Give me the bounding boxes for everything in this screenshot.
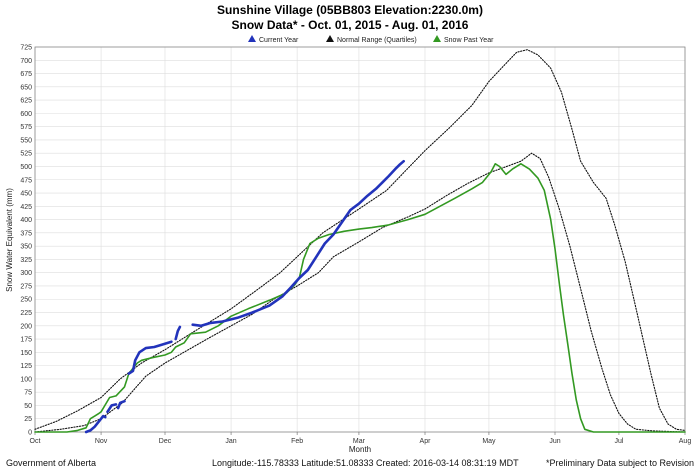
legend-label-normal-range: Normal Range (Quartiles)	[337, 37, 417, 44]
chart-title: Sunshine Village (05BB803 Elevation:2230…	[217, 3, 483, 17]
series-line-current-year	[84, 414, 107, 434]
y-tick-label: 525	[20, 151, 32, 158]
x-axis: Oct Nov Dec Jan Feb Mar Apr May Jun Jul Aug	[30, 432, 692, 445]
plot-area	[34, 46, 686, 433]
y-tick-label: 725	[20, 45, 32, 52]
x-tick-label: Apr	[420, 438, 432, 445]
x-tick-label: Nov	[95, 438, 108, 445]
series-line-normal-range-quartiles	[34, 152, 686, 433]
legend-marker-current-year	[248, 35, 256, 42]
y-tick-label: 250	[20, 297, 32, 304]
footer-disclaimer: *Preliminary Data subject to Revision	[545, 458, 694, 468]
y-tick-label: 450	[20, 191, 32, 198]
y-tick-label: 50	[24, 403, 32, 410]
y-tick-label: 600	[20, 111, 32, 118]
y-tick-label: 550	[20, 137, 32, 144]
series-line-current-year	[116, 399, 126, 410]
y-tick-label: 375	[20, 230, 32, 237]
y-tick-label: 200	[20, 323, 32, 330]
x-tick-label: Dec	[159, 438, 172, 445]
x-tick-label: Feb	[291, 438, 303, 445]
series-line-current-year	[191, 159, 405, 328]
legend-marker-snow-past-year	[433, 35, 441, 42]
y-tick-label: 650	[20, 84, 32, 91]
y-tick-label: 350	[20, 244, 32, 251]
x-tick-label: Jan	[225, 438, 236, 445]
x-tick-label: Mar	[353, 438, 366, 445]
legend-label-current-year: Current Year	[259, 37, 299, 44]
y-tick-label: 25	[24, 416, 32, 423]
y-tick-label: 675	[20, 71, 32, 78]
gridlines	[34, 46, 686, 433]
series-line-normal-range-quartiles	[34, 49, 686, 431]
x-tick-label: Jul	[614, 438, 623, 445]
y-tick-label: 500	[20, 164, 32, 171]
y-tick-label: 75	[24, 390, 32, 397]
y-tick-label: 275	[20, 283, 32, 290]
y-tick-label: 0	[28, 430, 32, 437]
x-tick-label: Jun	[549, 438, 560, 445]
y-tick-label: 150	[20, 350, 32, 357]
series-line-snow-past-year	[34, 163, 686, 433]
y-tick-label: 175	[20, 337, 32, 344]
y-tick-label: 700	[20, 58, 32, 65]
chart-subtitle: Snow Data* - Oct. 01, 2015 - Aug. 01, 20…	[232, 18, 469, 32]
x-tick-label: Aug	[679, 438, 692, 445]
legend[interactable]: Current Year Normal Range (Quartiles) Sn…	[248, 35, 494, 44]
y-tick-label: 325	[20, 257, 32, 264]
legend-label-snow-past-year: Snow Past Year	[444, 37, 494, 44]
y-axis: 0 25 50 75 100 125 150 175 200 225 250 275 300 325 350…	[20, 45, 32, 437]
y-tick-label: 575	[20, 124, 32, 131]
footer-location-created: Longitude:-115.78333 Latitude:51.08333 C…	[212, 458, 519, 468]
y-tick-label: 425	[20, 204, 32, 211]
legend-marker-normal-range	[326, 35, 334, 42]
legend-item-normal-range[interactable]: Normal Range (Quartiles)	[326, 35, 417, 44]
y-tick-label: 625	[20, 98, 32, 105]
y-tick-label: 225	[20, 310, 32, 317]
x-tick-label: May	[482, 438, 496, 445]
series-line-current-year	[106, 403, 118, 414]
y-tick-label: 300	[20, 270, 32, 277]
legend-item-current-year[interactable]: Current Year	[248, 35, 299, 44]
x-axis-label: Month	[349, 445, 371, 454]
y-tick-label: 125	[20, 363, 32, 370]
x-tick-label: Oct	[30, 438, 41, 445]
series-line-current-year	[174, 325, 182, 341]
series-line-current-year	[127, 340, 173, 375]
series-layer	[34, 49, 686, 434]
y-tick-label: 400	[20, 217, 32, 224]
y-tick-label: 100	[20, 376, 32, 383]
footer-agency: Government of Alberta	[6, 458, 97, 468]
y-axis-label: Snow Water Equivalent (mm)	[5, 188, 14, 292]
legend-item-snow-past-year[interactable]: Snow Past Year	[433, 35, 494, 44]
y-tick-label: 475	[20, 177, 32, 184]
